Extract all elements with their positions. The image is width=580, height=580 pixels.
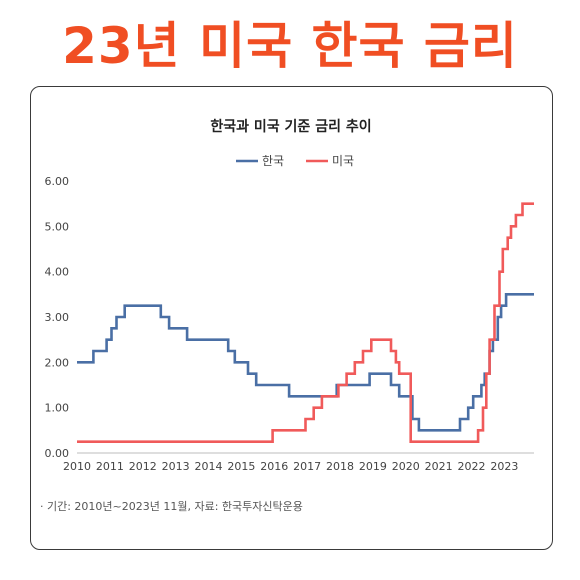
chart-title: 한국과 미국 기준 금리 추이 [210,118,371,135]
y-tick-label: 0.00 [45,447,70,460]
x-tick-label: 2014 [195,460,223,473]
x-tick-label: 2012 [129,460,157,473]
y-tick-label: 6.00 [45,175,70,188]
x-tick-label: 2013 [162,460,190,473]
chart-card: 한국과 미국 기준 금리 추이 한국 미국 0.00 1.00 2.00 3.00 4.0… [30,86,553,550]
x-tick-label: 2016 [260,460,288,473]
x-tick-label: 2010 [63,460,91,473]
x-tick-label: 2017 [293,460,321,473]
x-tick-label: 2022 [458,460,486,473]
x-tick-label: 2018 [326,460,354,473]
series-line-us [77,204,534,442]
headline: 23년 미국 한국 금리 [0,6,580,78]
legend-label: 미국 [332,154,354,168]
legend: 한국 미국 [236,154,354,168]
series-layer [77,204,534,442]
x-tick-label: 2020 [392,460,420,473]
x-tick-label: 2023 [490,460,518,473]
rate-chart: 한국과 미국 기준 금리 추이 한국 미국 0.00 1.00 2.00 3.00 4.0… [31,87,552,549]
y-tick-label: 2.00 [45,356,70,369]
y-tick-label: 5.00 [45,220,70,233]
y-tick-label: 1.00 [45,402,70,415]
source-note: · 기간: 2010년~2023년 11월, 자료: 한국투자신탁운용 [40,498,303,514]
x-tick-label: 2015 [227,460,255,473]
series-line-korea [77,294,534,430]
x-tick-label: 2021 [425,460,453,473]
x-tick-label: 2011 [96,460,124,473]
y-tick-label: 4.00 [45,266,70,279]
x-tick-label: 2019 [359,460,387,473]
legend-label: 한국 [262,154,284,168]
y-tick-label: 3.00 [45,311,70,324]
